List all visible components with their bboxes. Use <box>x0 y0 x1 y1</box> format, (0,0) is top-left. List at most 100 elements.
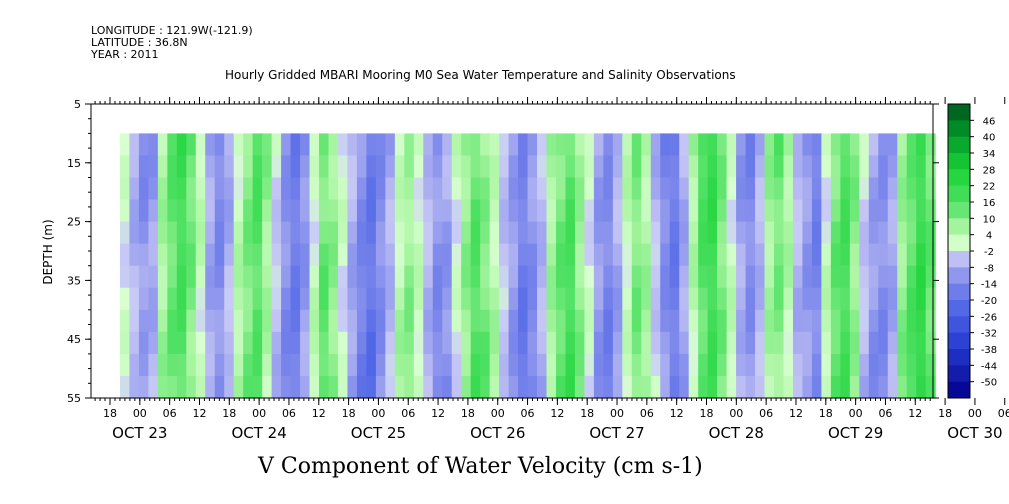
heatmap-cell <box>669 287 680 311</box>
heatmap-cell <box>214 265 225 289</box>
heatmap-cell <box>337 309 349 333</box>
heatmap-cell <box>328 177 339 201</box>
heatmap-cell <box>830 221 841 245</box>
colorbar-swatch <box>948 153 970 170</box>
heatmap-cell <box>347 199 358 223</box>
heatmap-cell <box>195 265 206 289</box>
heatmap-cell <box>783 265 794 289</box>
heatmap-cell <box>745 375 756 399</box>
heatmap-cell <box>537 287 548 311</box>
heatmap-cell <box>432 155 443 179</box>
heatmap-cell <box>148 331 159 355</box>
heatmap-cell <box>243 133 254 157</box>
heatmap-cell <box>698 155 709 179</box>
heatmap-cell <box>328 155 339 179</box>
heatmap-cell <box>394 331 405 355</box>
heatmap-cell <box>157 221 168 245</box>
heatmap-cell <box>641 375 652 399</box>
heatmap-cell <box>745 265 756 289</box>
heatmap-cell <box>309 177 320 201</box>
heatmap-cell <box>148 243 159 267</box>
heatmap-cell <box>717 375 728 399</box>
x-tick-label: 12 <box>312 407 326 420</box>
heatmap-cell <box>916 243 927 267</box>
heatmap-cell <box>186 309 197 333</box>
heatmap-cell <box>195 221 206 245</box>
heatmap-cell <box>925 265 936 289</box>
heatmap-cell <box>537 243 548 267</box>
heatmap-cell <box>451 309 462 333</box>
heatmap-cell <box>565 265 576 289</box>
heatmap-cell <box>508 309 519 333</box>
heatmap-cell <box>811 133 823 157</box>
colorbar-swatch <box>948 185 970 203</box>
heatmap-cell <box>631 243 642 267</box>
heatmap-cell <box>745 133 756 157</box>
heatmap-cell <box>584 155 595 179</box>
heatmap-cell <box>792 353 804 377</box>
heatmap-cell <box>432 287 443 311</box>
heatmap-cell <box>688 199 699 223</box>
heatmap-cell <box>631 221 642 245</box>
heatmap-cell <box>413 265 424 289</box>
heatmap-cell <box>688 177 699 201</box>
heatmap-cell <box>290 287 301 311</box>
heatmap-cell <box>736 309 747 333</box>
heatmap-cell <box>622 331 633 355</box>
heatmap-cell <box>537 375 548 399</box>
x-tick-label: 06 <box>282 407 296 420</box>
heatmap-cell <box>205 221 216 245</box>
heatmap-cell <box>319 199 330 223</box>
heatmap-cell <box>612 243 623 267</box>
heatmap-cell <box>774 155 785 179</box>
heatmap-cell <box>508 265 519 289</box>
heatmap-cell <box>688 309 699 333</box>
heatmap-cell <box>830 177 841 201</box>
heatmap-cell <box>290 353 301 377</box>
heatmap-cell <box>859 309 870 333</box>
heatmap-cell <box>641 243 652 267</box>
heatmap-cell <box>631 287 642 311</box>
heatmap-cell <box>849 309 860 333</box>
heatmap-cell <box>489 133 500 157</box>
heatmap-cell <box>461 375 472 399</box>
heatmap-cell <box>423 155 434 179</box>
heatmap-cell <box>290 375 301 399</box>
heatmap-cell <box>726 287 737 311</box>
heatmap-cell <box>480 221 491 245</box>
heatmap-cell <box>574 331 586 355</box>
heatmap-cell <box>385 287 396 311</box>
heatmap-cell <box>830 353 841 377</box>
heatmap-cell <box>119 309 131 333</box>
heatmap-cell <box>868 331 879 355</box>
heatmap-cell <box>650 155 661 179</box>
x-tick-label: 18 <box>222 407 236 420</box>
heatmap-cell <box>887 243 898 267</box>
x-day-label: OCT 23 <box>112 424 167 442</box>
heatmap-cell <box>214 287 225 311</box>
heatmap-cell <box>319 375 330 399</box>
heatmap-cell <box>375 243 386 267</box>
heatmap-cell <box>224 243 235 267</box>
heatmap-cell <box>337 353 349 377</box>
heatmap-cell <box>290 199 301 223</box>
x-tick-label: 00 <box>491 407 505 420</box>
heatmap-cell <box>669 331 680 355</box>
heatmap-cell <box>262 155 273 179</box>
heatmap-cell <box>281 221 292 245</box>
colorbar-label: 22 <box>983 182 996 193</box>
heatmap-cell <box>480 375 491 399</box>
heatmap-cell <box>650 375 661 399</box>
heatmap-cell <box>774 375 785 399</box>
heatmap-cell <box>603 331 614 355</box>
heatmap-cell <box>603 265 614 289</box>
heatmap-cell <box>214 353 225 377</box>
heatmap-cell <box>916 155 927 179</box>
heatmap-cell <box>129 331 140 355</box>
heatmap-cell <box>366 309 377 333</box>
heatmap-cell <box>489 287 500 311</box>
colorbar-swatch <box>948 218 970 236</box>
heatmap-cell <box>574 375 586 399</box>
heatmap-cell <box>546 265 557 289</box>
heatmap-cell <box>138 353 149 377</box>
